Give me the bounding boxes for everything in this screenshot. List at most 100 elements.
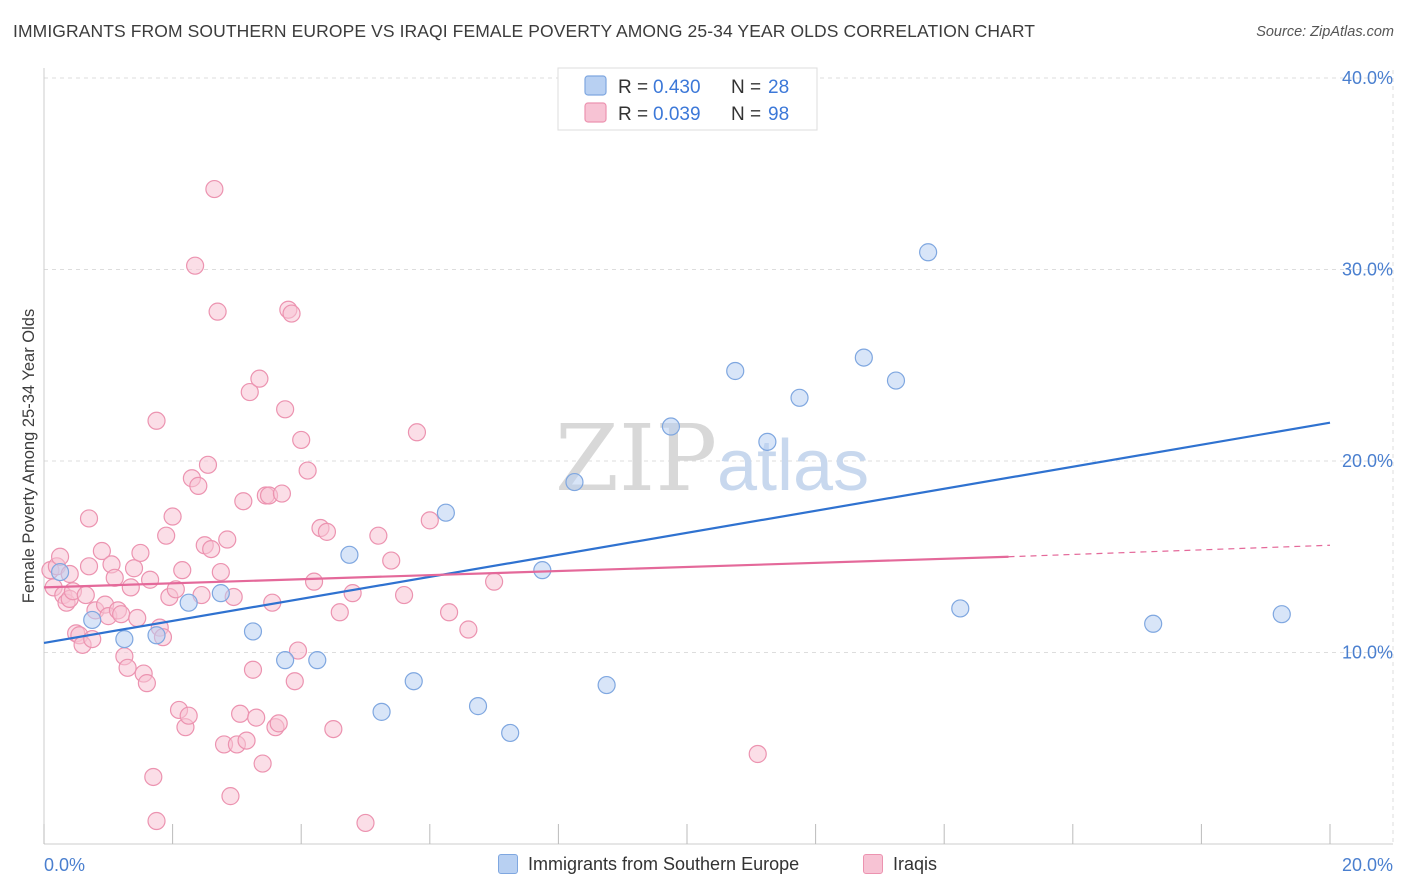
data-point-southern-europe (533, 561, 552, 580)
data-point-iraqis (243, 660, 263, 679)
data-point-iraqis (240, 382, 259, 402)
data-point-iraqis (439, 603, 459, 622)
data-point-southern-europe (1272, 605, 1291, 624)
data-point-iraqis (356, 813, 375, 833)
data-point-southern-europe (951, 599, 970, 618)
trend-lines (43, 421, 1331, 645)
data-point-iraqis (304, 572, 324, 591)
southern-europe-points (50, 243, 1291, 743)
watermark-zip: ZIP (555, 405, 717, 512)
data-point-iraqis (282, 304, 301, 323)
data-point-iraqis (92, 541, 111, 561)
data-point-southern-europe (758, 432, 777, 451)
data-point-southern-europe (854, 348, 873, 367)
bottom-legend-blue: Immigrants from Southern Europe (498, 850, 799, 878)
bottom-legend-label-blue: Immigrants from Southern Europe (528, 853, 800, 874)
data-point-southern-europe (886, 371, 906, 390)
data-point-iraqis (179, 706, 198, 725)
trend-line-iraqis (43, 555, 1009, 589)
data-point-iraqis (459, 620, 478, 639)
data-point-southern-europe (276, 651, 295, 670)
data-point-southern-europe (597, 675, 616, 695)
data-point-iraqis (140, 570, 160, 589)
data-point-iraqis (382, 551, 401, 570)
data-point-iraqis (137, 674, 156, 693)
data-point-iraqis (202, 539, 221, 559)
data-point-iraqis (218, 530, 237, 549)
data-point-southern-europe (179, 593, 198, 612)
data-point-southern-europe (50, 562, 70, 582)
data-point-iraqis (394, 585, 414, 605)
data-point-iraqis (128, 608, 147, 628)
data-point-iraqis (198, 455, 218, 474)
data-point-iraqis (189, 476, 208, 495)
data-point-iraqis (748, 744, 767, 764)
data-point-iraqis (112, 605, 131, 624)
source-credit: Source: ZipAtlas.com (1256, 24, 1394, 40)
data-point-iraqis (121, 578, 140, 597)
y-axis-label: Female Poverty Among 25-34 Year Olds (20, 309, 38, 603)
data-point-iraqis (247, 708, 266, 727)
data-point-iraqis (76, 585, 95, 605)
data-point-iraqis (131, 543, 150, 563)
data-point-iraqis (157, 526, 176, 545)
legend-r-label-pink: R = (618, 104, 648, 125)
legend-n-value-pink: 98 (768, 104, 789, 125)
data-point-southern-europe (340, 545, 359, 564)
legend: R = 0.430 N = 28 R = 0.039 N = 98 (557, 67, 818, 131)
y-tick-labels: 10.0% 20.0% 30.0% 40.0% (1342, 68, 1393, 663)
data-point-iraqis (369, 526, 388, 545)
trend-line-iraqis-extension (1008, 544, 1331, 558)
data-point-iraqis (166, 580, 185, 599)
axes (43, 68, 1393, 845)
legend-swatch-pink (584, 102, 607, 123)
data-point-iraqis (292, 430, 311, 450)
data-point-iraqis (50, 547, 70, 566)
data-point-iraqis (407, 423, 427, 442)
data-point-southern-europe (1144, 614, 1163, 633)
data-point-iraqis (105, 568, 124, 587)
legend-r-value-pink: 0.039 (653, 104, 701, 125)
data-point-iraqis (272, 484, 292, 503)
data-point-southern-europe (308, 651, 327, 670)
chart-title: IMMIGRANTS FROM SOUTHERN EUROPE VS IRAQI… (13, 21, 1036, 41)
data-point-southern-europe (372, 702, 391, 721)
data-point-iraqis (234, 492, 253, 511)
legend-swatch-blue (584, 75, 607, 96)
data-point-iraqis (79, 509, 99, 528)
data-point-southern-europe (83, 610, 102, 630)
data-point-southern-europe (243, 622, 263, 641)
data-point-southern-europe (115, 629, 134, 649)
data-point-southern-europe (661, 417, 681, 436)
data-point-southern-europe (726, 361, 745, 381)
data-point-southern-europe (790, 388, 809, 407)
bottom-legend-swatch-blue (498, 854, 518, 874)
bottom-legend-label-pink: Iraqis (893, 853, 938, 874)
data-point-southern-europe (468, 697, 488, 716)
data-point-iraqis (147, 411, 166, 430)
data-point-iraqis (276, 400, 295, 419)
data-point-southern-europe (436, 503, 455, 522)
y-tick-label: 20.0% (1342, 451, 1393, 471)
data-point-iraqis (250, 369, 269, 388)
data-point-iraqis (485, 572, 504, 591)
data-point-iraqis (124, 559, 144, 578)
data-point-iraqis (144, 767, 163, 787)
data-point-iraqis (147, 811, 166, 831)
y-tick-label: 40.0% (1342, 68, 1393, 88)
data-point-iraqis (186, 256, 205, 275)
data-point-iraqis (231, 704, 250, 723)
data-point-iraqis (285, 672, 304, 691)
data-point-iraqis (420, 511, 439, 530)
legend-r-label-blue: R = (618, 77, 648, 98)
data-point-iraqis (118, 658, 137, 677)
data-point-iraqis (221, 787, 240, 806)
data-point-iraqis (298, 461, 317, 480)
data-point-iraqis (253, 754, 272, 773)
data-point-iraqis (317, 522, 337, 541)
data-point-iraqis (205, 179, 224, 199)
x-tick-label: 0.0% (44, 855, 85, 875)
data-point-iraqis (237, 731, 256, 750)
legend-r-value-blue: 0.430 (653, 77, 701, 98)
